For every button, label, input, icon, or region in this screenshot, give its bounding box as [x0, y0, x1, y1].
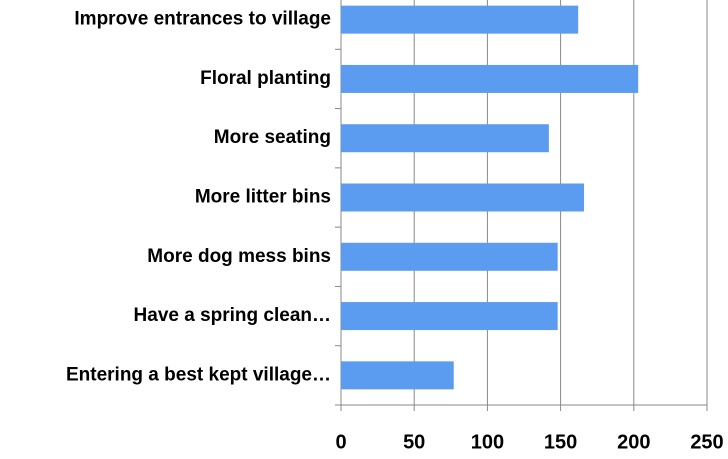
y-tick-label: Have a spring clean… [134, 305, 331, 326]
bar [341, 5, 579, 34]
bar [341, 124, 549, 153]
x-tick-label: 150 [544, 431, 577, 453]
x-tick-label: 200 [617, 431, 650, 453]
bar [341, 302, 558, 331]
bar [341, 361, 454, 390]
bar [341, 64, 639, 93]
x-tick-label: 0 [335, 431, 346, 453]
x-tick-label: 250 [690, 431, 723, 453]
x-tick-label: 50 [403, 431, 425, 453]
y-tick-label: Improve entrances to village [74, 9, 331, 30]
y-tick-label: More litter bins [195, 187, 331, 208]
x-tick-label: 100 [471, 431, 504, 453]
y-tick-label: More seating [214, 127, 331, 148]
y-tick-label: More dog mess bins [147, 246, 331, 267]
y-tick-label: Entering a best kept village… [66, 364, 331, 385]
bar [341, 242, 558, 271]
y-tick-label: Floral planting [200, 68, 331, 89]
bar [341, 183, 585, 212]
